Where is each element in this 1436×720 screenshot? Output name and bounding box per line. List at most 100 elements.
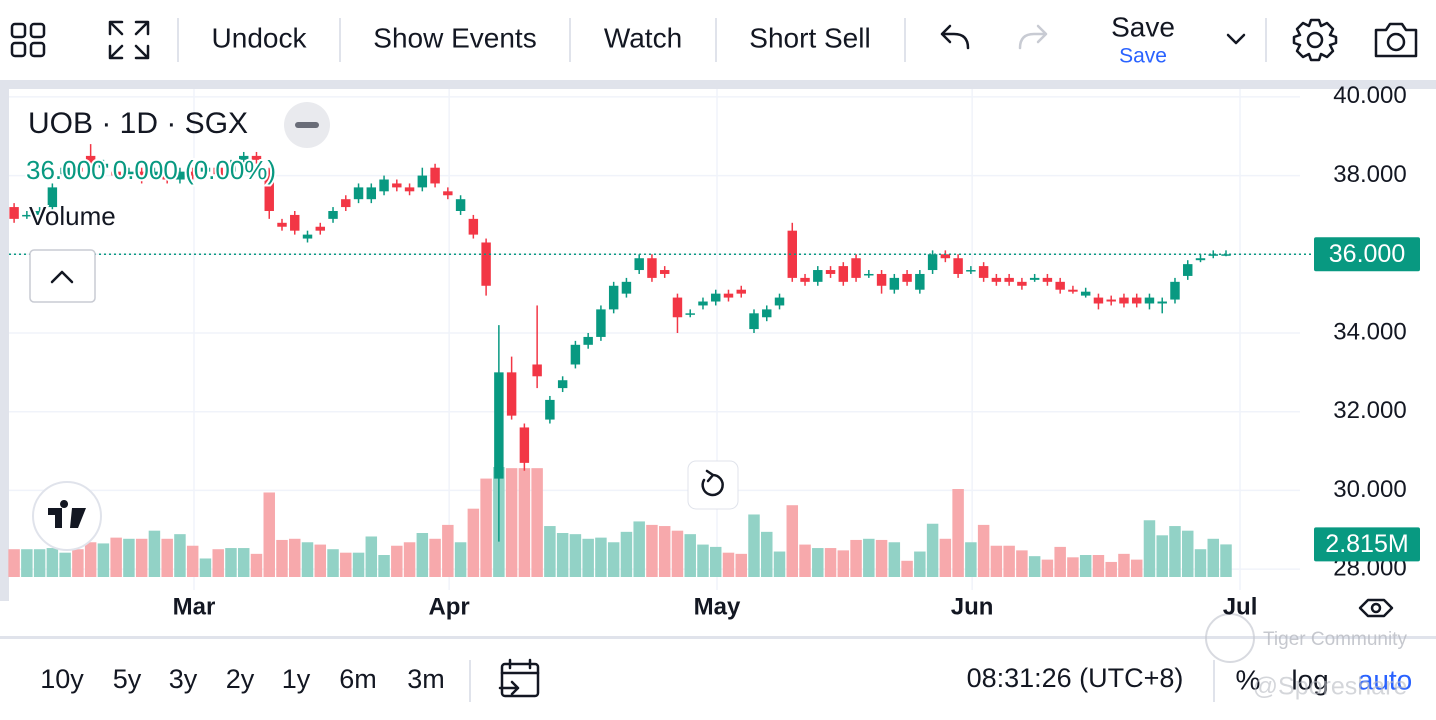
toolbar (0, 0, 1436, 80)
candle-body (519, 427, 530, 463)
volume-bar (914, 551, 926, 577)
undo-icon[interactable] (940, 24, 970, 50)
volume-bar (646, 524, 658, 577)
candle-body (532, 364, 542, 377)
volume-bar (1156, 535, 1168, 577)
volume-bar (314, 544, 327, 577)
volume-bar (850, 539, 862, 577)
camera-icon[interactable] (1374, 22, 1418, 58)
fullscreen-icon[interactable] (108, 20, 150, 60)
candle-body (430, 167, 440, 184)
volume-bar (225, 548, 237, 577)
volume-bar (97, 543, 110, 577)
candle-body (417, 175, 428, 188)
candle-body (175, 171, 185, 180)
volume-bar (1079, 555, 1092, 577)
volume-bar (186, 545, 199, 577)
candle-body (1170, 281, 1180, 300)
save-dropdown[interactable] (1226, 33, 1246, 45)
scale-settings-icon[interactable] (1358, 598, 1394, 618)
volume-bar (391, 545, 403, 577)
candle-body (468, 218, 479, 235)
range-button[interactable]: 1y (282, 664, 311, 694)
layout-icon[interactable] (10, 22, 46, 58)
volume-bar (1181, 530, 1194, 577)
candle-body (9, 207, 19, 219)
volume-bar (671, 530, 684, 577)
candle-body (1131, 297, 1142, 304)
candle-body (545, 399, 555, 420)
range-button[interactable]: 3m (407, 664, 445, 694)
volume-bar (926, 523, 939, 577)
show-events-button[interactable]: Show Events (373, 22, 536, 53)
short-sell-button[interactable]: Short Sell (749, 22, 870, 53)
range-button[interactable]: 10y (40, 664, 84, 694)
candle-body (481, 242, 491, 286)
volume-bar (8, 549, 20, 577)
y-tick-label: 30.000 (1333, 476, 1406, 503)
candle-body (1004, 277, 1014, 282)
range-button[interactable]: 3y (169, 664, 198, 694)
candle-body (98, 163, 109, 168)
watch-button[interactable]: Watch (604, 22, 682, 53)
range-button[interactable]: 6m (339, 664, 377, 694)
volume-bar (21, 549, 33, 577)
volume-bar (863, 538, 875, 577)
log-toggle[interactable]: log (1291, 664, 1328, 695)
candle-body (1208, 254, 1218, 256)
candle-body (953, 258, 963, 274)
volume-bar (301, 542, 314, 577)
candle-body (1029, 277, 1040, 280)
candle-body (404, 187, 415, 192)
auto-toggle[interactable]: auto (1358, 664, 1413, 695)
candle-body (647, 258, 657, 278)
range-button[interactable]: 5y (113, 664, 142, 694)
volume-bar (1143, 520, 1156, 577)
candle-body (659, 270, 670, 274)
volume-bar (174, 534, 186, 577)
calendar-icon[interactable] (498, 658, 540, 698)
candle-body (889, 277, 900, 290)
reset-button[interactable] (687, 460, 739, 510)
candle-body (621, 281, 632, 294)
volume-bar (735, 553, 747, 577)
candle-body (876, 273, 887, 286)
settings-icon[interactable] (1292, 18, 1338, 62)
plot (8, 89, 1312, 590)
candle-body (34, 211, 45, 215)
candle-body (940, 254, 951, 259)
volume-bar (442, 524, 454, 577)
symbol-title: UOB · 1D · SGX (28, 107, 248, 140)
save-button[interactable]: Save (1111, 11, 1175, 42)
candle-body (47, 187, 58, 208)
volume-bar (569, 534, 582, 577)
candle-body (302, 234, 313, 239)
volume-bar (556, 533, 569, 577)
candle-body (685, 313, 695, 315)
undock-button[interactable]: Undock (212, 22, 308, 53)
volume-bar (812, 548, 824, 577)
volume-bar (722, 552, 735, 577)
candle-body (672, 297, 683, 318)
volume-bar (1207, 538, 1219, 577)
expand-button[interactable] (29, 249, 96, 303)
volume-bar (607, 542, 620, 577)
candle-body (1055, 281, 1065, 290)
volume-bar (620, 531, 633, 577)
range-button[interactable]: 2y (226, 664, 255, 694)
candle-body (277, 222, 287, 227)
volume-bar (289, 538, 301, 577)
candle-body (915, 273, 925, 290)
volume-bar (467, 508, 480, 577)
volume-bar (403, 542, 416, 577)
volume-bar (33, 549, 46, 577)
candle-body (991, 277, 1002, 282)
x-tick-label: Jul (1223, 593, 1258, 620)
volume-bar (1003, 545, 1015, 577)
volume-bar (965, 542, 977, 577)
quote-values: 36.000 0.000 (0.00%) (26, 155, 276, 185)
candle-body (506, 372, 517, 416)
percent-toggle[interactable]: % (1236, 664, 1261, 695)
caret-icon (50, 270, 74, 284)
last-volume-badge (1314, 527, 1420, 562)
